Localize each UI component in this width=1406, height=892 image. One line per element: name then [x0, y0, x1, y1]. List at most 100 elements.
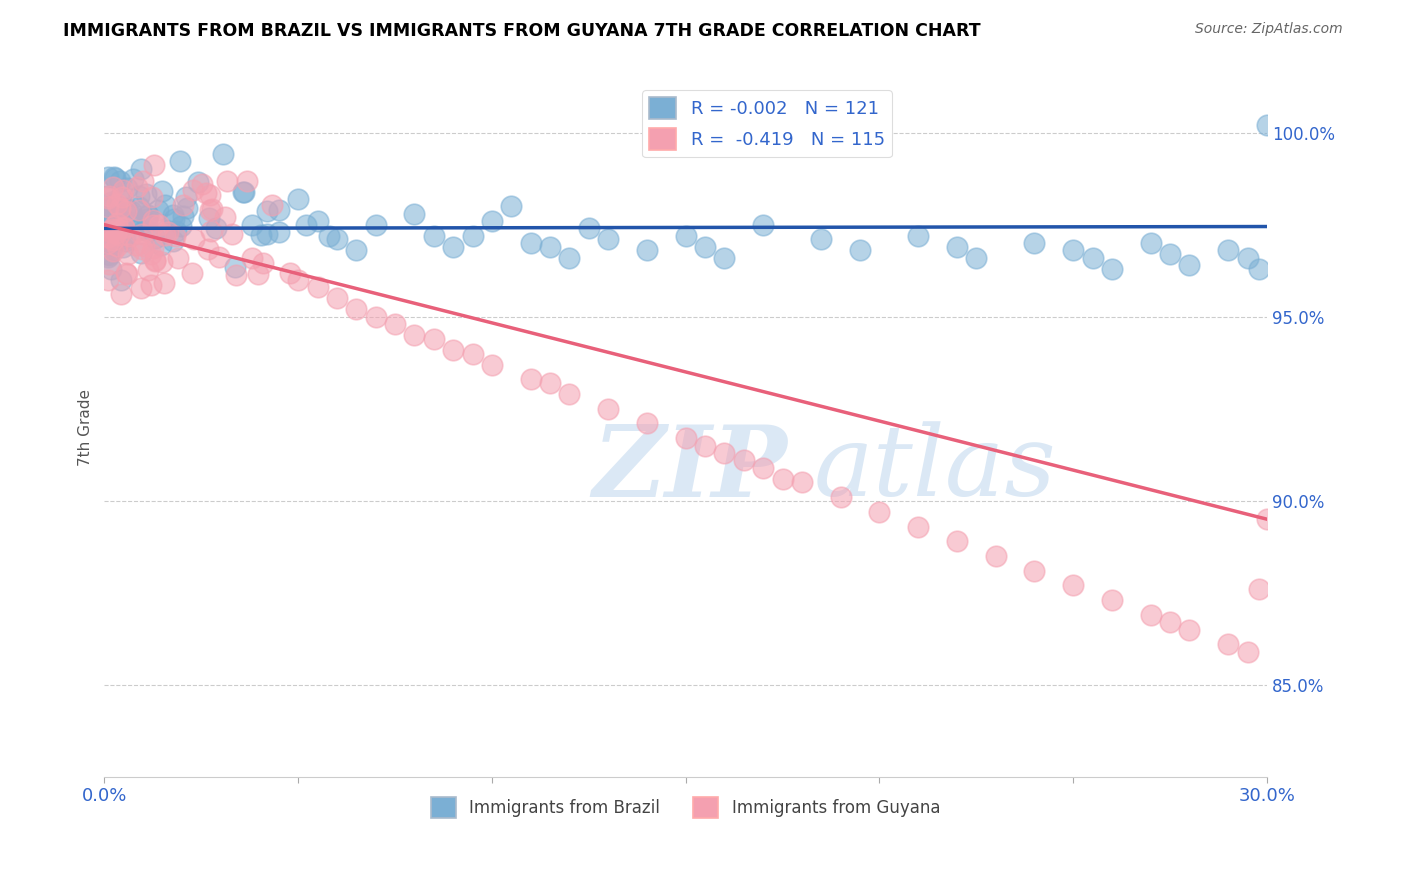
Point [519, 372, 541, 386]
Point [115, 267, 138, 281]
Point [170, 219, 193, 233]
Point [225, 268, 247, 282]
Point [105, 238, 128, 252]
Point [558, 251, 581, 265]
Point [693, 439, 716, 453]
Point [121, 172, 143, 186]
Point [201, 202, 224, 216]
Point [693, 240, 716, 254]
Point [111, 190, 134, 204]
Point [103, 202, 125, 217]
Point [112, 221, 135, 235]
Point [153, 198, 176, 212]
Point [946, 240, 969, 254]
Point [1101, 593, 1123, 607]
Point [143, 231, 166, 245]
Point [519, 236, 541, 251]
Point [1139, 607, 1161, 622]
Point [172, 197, 194, 211]
Point [344, 302, 367, 317]
Point [461, 228, 484, 243]
Point [97, 250, 120, 264]
Point [1249, 582, 1271, 596]
Point [155, 222, 177, 236]
Point [103, 180, 125, 194]
Point [423, 332, 446, 346]
Point [1236, 645, 1258, 659]
Point [135, 215, 157, 229]
Point [1218, 637, 1240, 651]
Point [538, 240, 561, 254]
Point [675, 431, 697, 445]
Point [232, 186, 254, 200]
Point [114, 230, 136, 244]
Point [110, 273, 132, 287]
Point [364, 218, 387, 232]
Point [167, 252, 190, 266]
Point [97, 200, 120, 214]
Point [1256, 118, 1278, 132]
Point [150, 185, 173, 199]
Point [134, 238, 156, 252]
Point [97, 273, 120, 287]
Point [97, 202, 120, 216]
Point [132, 174, 155, 188]
Point [101, 241, 124, 255]
Point [101, 239, 124, 253]
Point [157, 225, 180, 239]
Point [256, 227, 278, 241]
Point [636, 417, 658, 431]
Point [538, 376, 561, 390]
Point [150, 255, 173, 269]
Point [262, 198, 284, 212]
Point [404, 328, 426, 343]
Point [162, 208, 184, 222]
Point [849, 244, 872, 258]
Point [197, 242, 219, 256]
Point [97, 257, 120, 271]
Point [103, 219, 125, 234]
Point [129, 161, 152, 176]
Point [194, 186, 217, 201]
Point [240, 251, 263, 265]
Point [907, 228, 929, 243]
Point [214, 210, 236, 224]
Point [501, 199, 523, 213]
Point [107, 222, 129, 236]
Point [236, 174, 259, 188]
Point [280, 266, 302, 280]
Point [100, 210, 122, 224]
Point [110, 218, 132, 232]
Point [108, 191, 131, 205]
Point [1081, 251, 1104, 265]
Point [97, 188, 120, 202]
Point [810, 232, 832, 246]
Point [111, 183, 134, 197]
Point [128, 189, 150, 203]
Point [984, 549, 1007, 563]
Point [125, 238, 148, 252]
Point [176, 190, 198, 204]
Point [713, 251, 735, 265]
Point [946, 534, 969, 549]
Point [198, 202, 221, 217]
Point [907, 519, 929, 533]
Point [103, 206, 125, 220]
Point [127, 223, 149, 237]
Point [1159, 615, 1181, 630]
Point [675, 228, 697, 243]
Point [97, 189, 120, 203]
Point [128, 200, 150, 214]
Point [142, 212, 165, 227]
Point [136, 224, 159, 238]
Point [965, 251, 987, 265]
Point [114, 201, 136, 215]
Point [598, 232, 620, 246]
Point [307, 214, 329, 228]
Point [578, 221, 600, 235]
Point [120, 229, 142, 244]
Point [212, 146, 235, 161]
Legend: Immigrants from Brazil, Immigrants from Guyana: Immigrants from Brazil, Immigrants from … [425, 791, 948, 824]
Point [713, 446, 735, 460]
Point [233, 185, 256, 199]
